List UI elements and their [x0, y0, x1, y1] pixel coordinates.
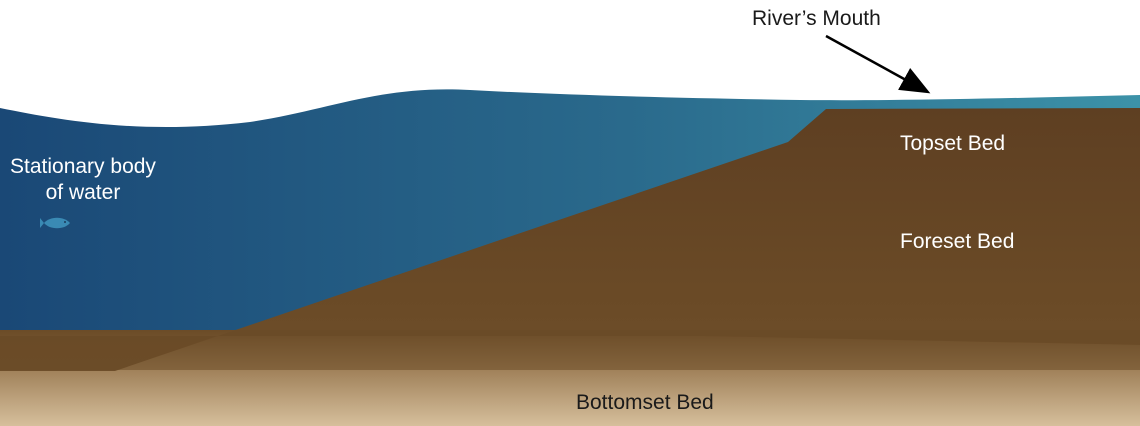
- stationary-water-label: Stationary body of water: [10, 154, 156, 207]
- river-mouth-arrow: [825, 34, 931, 94]
- foreset-sediment: [0, 108, 1140, 371]
- bottomset-bed-label: Bottomset Bed: [576, 391, 714, 414]
- foreset-bed-label: Foreset Bed: [900, 230, 1015, 253]
- fish-icon: [40, 217, 70, 229]
- stationary-water-label-line1: Stationary body: [10, 155, 156, 178]
- sediment-blend: [0, 330, 1140, 370]
- river-mouth-label: River’s Mouth: [752, 7, 881, 30]
- topset-bed-label: Topset Bed: [900, 132, 1006, 155]
- stationary-water-label-line2: of water: [45, 181, 121, 205]
